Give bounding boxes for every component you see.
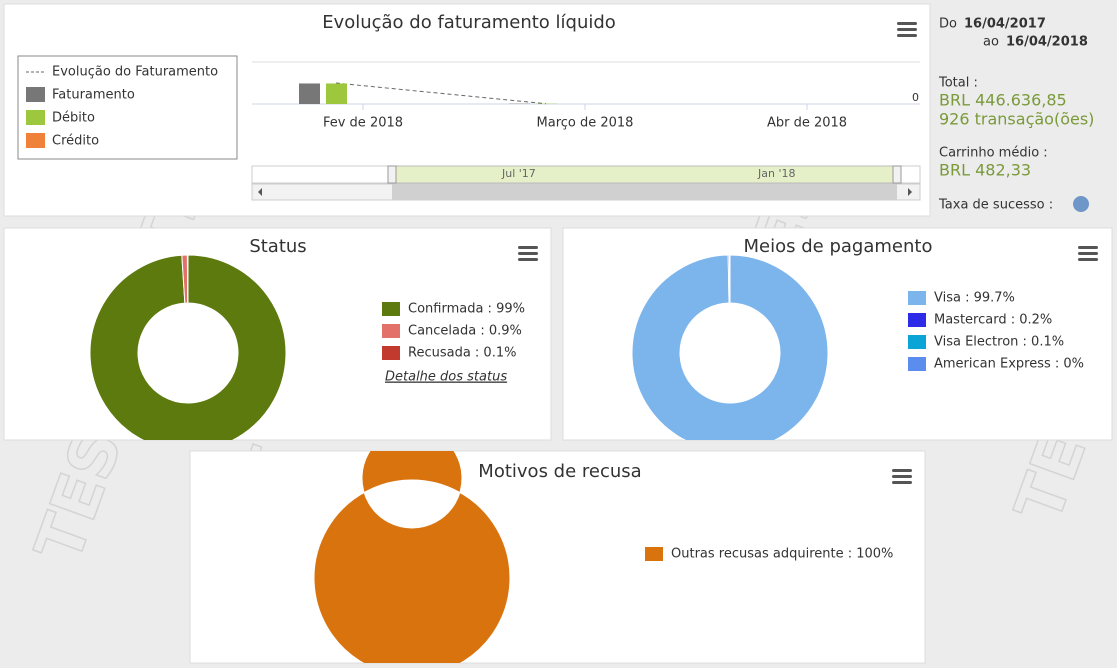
legend-swatch <box>908 335 926 349</box>
navigator-label: Jan '18 <box>757 167 795 180</box>
menu-bar[interactable] <box>1078 246 1098 249</box>
slice[interactable] <box>186 254 189 304</box>
legend-label[interactable]: Outras recusas adquirente : 100% <box>671 547 893 562</box>
scrollbar-thumb[interactable] <box>392 184 897 200</box>
legend-label[interactable]: Faturamento <box>52 88 135 103</box>
menu-bar[interactable] <box>1078 258 1098 261</box>
navigator-range[interactable] <box>391 165 898 184</box>
menu-bar[interactable] <box>1078 252 1098 255</box>
legend-label[interactable]: Cancelada : 0.9% <box>408 324 522 339</box>
legend-label[interactable]: Confirmada : 99% <box>408 302 525 317</box>
menu-bar[interactable] <box>897 22 917 25</box>
menu-bar[interactable] <box>892 469 912 472</box>
menu-bar[interactable] <box>892 481 912 484</box>
value: 926 transação(ões) <box>939 110 1094 129</box>
line <box>335 82 547 105</box>
pie-chart: Motivos de recusa Outras recusas adquiren… <box>313 428 893 668</box>
value: BRL 446.636,85 <box>939 91 1067 110</box>
navigator-label: Jul '17 <box>501 167 536 180</box>
legend-swatch <box>382 302 400 316</box>
value: BRL 482,33 <box>939 161 1031 180</box>
label: ao <box>983 35 999 50</box>
menu-bar[interactable] <box>897 34 917 37</box>
x-tick-label: Março de 2018 <box>537 116 634 131</box>
slice[interactable] <box>631 254 829 451</box>
legend-swatch <box>908 313 926 327</box>
label: Taxa de sucesso : <box>938 198 1053 213</box>
slice[interactable] <box>89 254 287 451</box>
chart-title: Status <box>249 236 306 257</box>
menu-bar[interactable] <box>897 28 917 31</box>
menu-icons <box>518 22 1098 484</box>
legend-swatch <box>908 291 926 305</box>
legend-swatch <box>26 110 45 125</box>
x-tick-label: Abr de 2018 <box>767 116 847 131</box>
pie-chart: Status Confirmada : 99% Cancelada : 0.9% Re… <box>89 236 525 451</box>
x-tick-label: Fev de 2018 <box>323 116 403 131</box>
chart-title: Motivos de recusa <box>478 461 641 482</box>
menu-bar[interactable] <box>892 475 912 478</box>
legend-box <box>17 55 238 160</box>
legend-label[interactable]: Crédito <box>52 134 99 149</box>
menu-bar[interactable] <box>518 246 538 249</box>
bar <box>326 83 347 104</box>
legend-swatch <box>908 357 926 371</box>
chart-title: Meios de pagamento <box>744 236 933 257</box>
bar <box>299 83 320 104</box>
link[interactable]: Detalhe dos status <box>385 370 507 385</box>
label: Carrinho médio : <box>939 146 1048 161</box>
summary: Do 16/04/2017 ao 16/04/2018 Total : BRL … <box>938 17 1094 213</box>
legend-swatch <box>26 87 45 102</box>
pie-chart: Meios de pagamento Visa : 99.7% Mastercard… <box>631 236 1084 451</box>
legend-label[interactable]: Evolução do Faturamento <box>52 65 218 80</box>
legend-label[interactable]: American Express : 0% <box>934 357 1084 372</box>
menu-bar[interactable] <box>518 252 538 255</box>
legend-label[interactable]: Visa Electron : 0.1% <box>934 335 1064 350</box>
legend-swatch <box>382 324 400 338</box>
panel <box>189 450 926 664</box>
label: Do <box>939 17 957 32</box>
menu-bar[interactable] <box>518 258 538 261</box>
legend-label[interactable]: Recusada : 0.1% <box>408 346 516 361</box>
legend-label[interactable]: Mastercard : 0.2% <box>934 313 1052 328</box>
legend-swatch <box>26 133 45 148</box>
date: 16/04/2018 <box>1006 35 1088 50</box>
label: Total : <box>938 76 978 91</box>
help-icon[interactable] <box>1073 196 1089 212</box>
navigator-handle[interactable] <box>387 165 397 184</box>
legend-swatch <box>382 346 400 360</box>
legend-label[interactable]: Visa : 99.7% <box>934 291 1015 306</box>
y-tick-label: 0 <box>912 91 919 104</box>
chart-title: Evolução do faturamento líquido <box>322 12 616 33</box>
date: 16/04/2017 <box>964 17 1046 32</box>
timeline-chart: Evolução do faturamento líquido 0 Fev de 2… <box>17 12 921 201</box>
navigator-handle[interactable] <box>892 165 902 184</box>
legend-label[interactable]: Débito <box>52 111 95 126</box>
slice[interactable] <box>313 428 511 668</box>
legend-swatch <box>645 547 663 561</box>
